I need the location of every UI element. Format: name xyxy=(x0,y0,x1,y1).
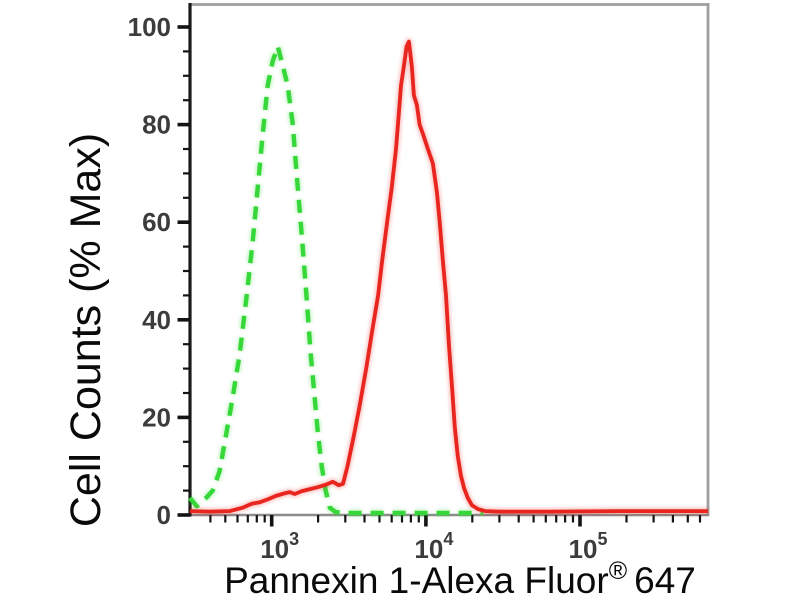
svg-text:40: 40 xyxy=(142,305,171,335)
svg-text:80: 80 xyxy=(142,110,171,140)
x-axis-ticks xyxy=(209,515,702,527)
svg-text:20: 20 xyxy=(142,402,171,432)
series-pannexin1-red-solid xyxy=(189,37,708,516)
y-axis-ticks xyxy=(177,25,190,517)
svg-text:0: 0 xyxy=(157,500,171,530)
y-axis-tick-labels: 0 20 40 60 80 100 xyxy=(128,12,171,530)
svg-text:100: 100 xyxy=(128,12,171,42)
svg-text:60: 60 xyxy=(142,207,171,237)
plot-frame xyxy=(188,3,710,516)
y-axis-title: Cell Counts (% Max) xyxy=(62,133,110,527)
